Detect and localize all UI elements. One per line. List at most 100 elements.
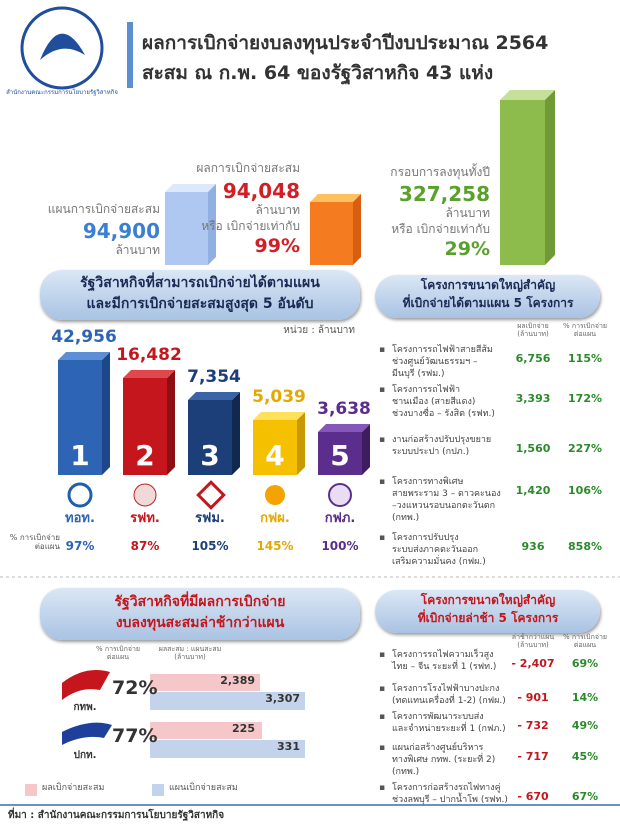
plan-bar <box>165 192 208 265</box>
section-title: งบลงทุนสะสมล่าช้ากว่าแผน <box>115 615 285 631</box>
bullet: ▪ <box>379 684 386 694</box>
project-name: ระบบประปา (กปภ.) <box>392 447 470 457</box>
value: 7,354 <box>187 367 241 387</box>
bullet: ▪ <box>379 533 386 543</box>
project-name: โครงการก่อสร้างรถไฟทางคู่ <box>392 783 501 793</box>
title: สะสม ณ ก.พ. 64 ของรัฐวิสาหกิจ 43 แห่ง <box>142 62 494 84</box>
logo <box>62 722 112 745</box>
logo <box>265 485 285 505</box>
org: รฟท. <box>130 511 160 526</box>
logo-bird <box>40 33 85 60</box>
project-name: แผนก่อสร้างศูนย์บริหาร <box>392 743 484 753</box>
section-title: โครงการขนาดใหญ่สำคัญ <box>420 593 556 607</box>
legend-label: ผลเบิกจ่ายสะสม <box>42 783 105 793</box>
pct-label: % การเบิกจ่ายต่อแผน <box>9 533 60 552</box>
project-name: งานก่อสร้างปรับปรุงขยาย <box>392 435 492 445</box>
project-name: โครงการโรงไฟฟ้าบางปะกง <box>392 684 500 694</box>
rank: 2 <box>135 439 155 472</box>
value: 5,039 <box>252 387 306 407</box>
value: - 901 <box>517 691 549 704</box>
value: 16,482 <box>116 345 182 365</box>
actual-bar <box>150 674 260 691</box>
value: 94,900 <box>82 219 160 243</box>
rank-bar <box>253 420 297 475</box>
project-name: มีนบุรี (รฟม.) <box>392 369 445 379</box>
bar-top <box>253 412 305 420</box>
label: หรือ เบิกจ่ายเท่ากับ <box>391 222 490 236</box>
bar-side <box>208 184 216 265</box>
section-title: และมีการเบิกจ่ายสะสมสูงสุด 5 อันดับ <box>86 296 314 312</box>
bullet: ▪ <box>379 743 386 753</box>
pct: 72% <box>112 677 158 699</box>
col-header: ผลสะสม : แผนสะสม (ล้านบาท) <box>158 645 222 662</box>
pct: 100% <box>321 539 359 553</box>
pct: 115% <box>568 352 602 365</box>
logo <box>20 6 104 90</box>
col-header: % การเบิกจ่ายต่อแผน <box>562 322 607 339</box>
pill <box>375 275 600 318</box>
project-name: โครงการรถไฟความเร็วสูง <box>392 650 494 660</box>
rank-bar <box>318 432 362 475</box>
project-name: เสริมความมั่นคง (กฟผ.) <box>392 557 486 567</box>
pct: 67% <box>571 790 599 803</box>
project-name: (กทพ.) <box>392 513 420 523</box>
bar-side <box>167 370 175 475</box>
project-name: ทางพิเศษ กทพ. (ระยะที่ 2) <box>392 755 496 765</box>
bar-top <box>188 392 240 400</box>
bar-side <box>232 392 240 475</box>
project-name: และจำหน่ายระยะที่ 1 (กฟภ.) <box>392 724 506 734</box>
pct: 97% <box>65 539 95 553</box>
bar-top <box>58 352 110 360</box>
value: 99% <box>254 235 300 257</box>
logo-text: สำนักงานคณะกรรมการนโยบายรัฐวิสาหกิจ <box>6 89 118 96</box>
section-title: ที่เบิกจ่ายได้ตามแผน 5 โครงการ <box>402 296 574 310</box>
plan: 3,307 <box>265 692 300 705</box>
section-title: ที่เบิกจ่ายล่าช้า 5 โครงการ <box>417 611 559 625</box>
label: ผลการเบิกจ่ายสะสม <box>196 161 300 175</box>
rank-bar <box>123 378 167 475</box>
actual-bar <box>310 202 353 265</box>
pct: 172% <box>568 392 602 405</box>
plan-bar <box>150 740 305 758</box>
bullet: ▪ <box>379 477 386 487</box>
value: 327,258 <box>398 182 490 206</box>
col-header: ผลเบิกจ่าย (ล้านบาท) <box>517 322 549 339</box>
logo <box>62 670 110 700</box>
bar-top <box>318 424 370 432</box>
label: หรือ เบิกจ่ายเท่ากับ <box>201 219 300 233</box>
top5-bars <box>58 352 370 510</box>
label: กรอบการลงทุนทั้งปี <box>390 165 490 179</box>
bar-side <box>362 424 370 475</box>
legend-swatch <box>152 784 164 796</box>
pct: 227% <box>568 442 602 455</box>
value: - 670 <box>517 790 549 803</box>
col-header: % การเบิกจ่ายต่อแผน <box>562 633 607 650</box>
rank: 3 <box>200 439 220 472</box>
bullet: ▪ <box>379 712 386 722</box>
project-name: โครงการรถไฟฟ้า <box>392 385 461 395</box>
bar-top <box>500 90 555 100</box>
bar-top <box>165 184 216 192</box>
pct: 14% <box>571 691 599 704</box>
pill <box>375 590 600 633</box>
project-name: ชานเมือง (สายสีแดง) <box>392 397 476 407</box>
org: ปกท. <box>73 750 97 761</box>
pct: 858% <box>568 540 602 553</box>
project-name: (กทพ.) <box>392 767 420 777</box>
logo <box>133 483 157 507</box>
budget-bar <box>500 100 545 265</box>
value: 6,756 <box>515 352 551 365</box>
rank: 4 <box>265 439 285 472</box>
rank: 5 <box>330 439 350 472</box>
project-name: ช่วงศูนย์วัฒนธรรมฯ – <box>392 357 478 367</box>
rank-bar <box>188 400 232 475</box>
pct: 69% <box>571 657 599 670</box>
section-title: รัฐวิสาหกิจที่สามารถเบิกจ่ายได้ตามแผน <box>80 275 320 291</box>
bullet: ▪ <box>379 650 386 660</box>
org: กฟผ. <box>260 511 290 526</box>
rank-bar <box>58 360 102 475</box>
pill <box>40 270 360 320</box>
project-name: โครงการปรับปรุง <box>392 533 459 543</box>
pct: 106% <box>568 484 602 497</box>
